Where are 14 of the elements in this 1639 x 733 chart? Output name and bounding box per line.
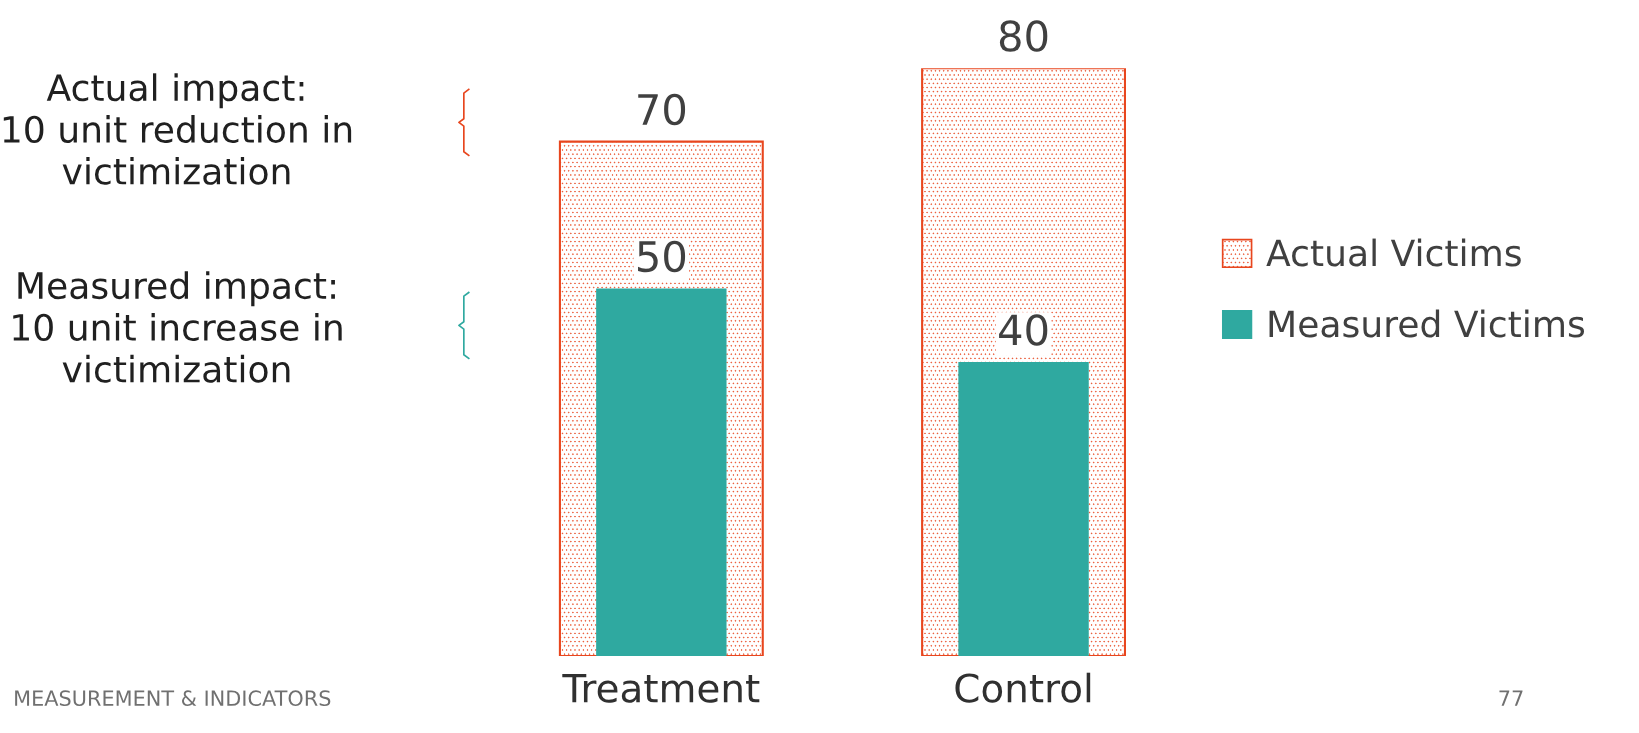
data-label: 40 [999,314,1048,346]
x-tick-label: Treatment [562,673,760,703]
data-label: 80 [999,20,1048,52]
bar [958,362,1089,657]
data-label: 70 [638,93,686,126]
text: 77 [1499,690,1523,706]
legend-label: Measured Victims [1269,309,1585,338]
legend-label: Actual Victims [1266,238,1521,267]
text: Measured impact: 10 unit increase in victimization [13,271,342,383]
x-tick-label: Control [955,672,1091,703]
text: Actual impact: 10 unit reduction in victimization [3,73,352,185]
text: MEASUREMENT & INDICATORS [15,690,331,707]
bar [596,288,727,657]
data-label: 50 [638,240,686,273]
